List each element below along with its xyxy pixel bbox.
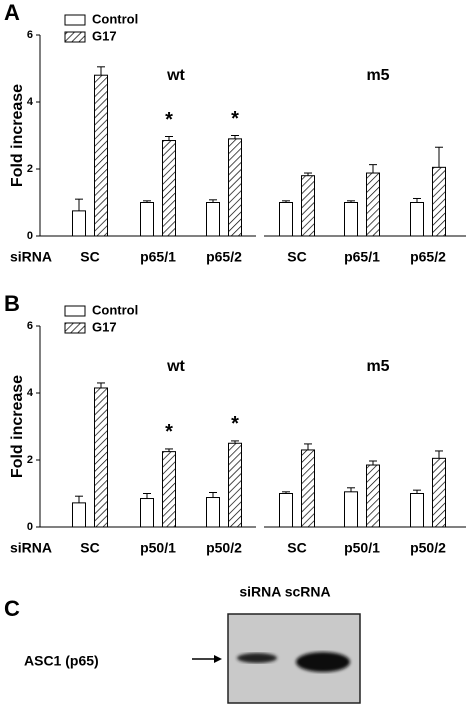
x-tick-label: p65/1 <box>344 249 380 265</box>
bar <box>366 172 380 237</box>
x-tick-label: p65/2 <box>206 249 242 265</box>
bar <box>72 502 86 528</box>
blot-label: ASC1 (p65) <box>24 653 99 669</box>
bar <box>301 175 315 237</box>
x-tick-label: p50/1 <box>140 540 176 556</box>
group-label: m5 <box>366 358 389 375</box>
y-axis-title: Fold increase <box>9 84 26 187</box>
y-tick-label: 0 <box>27 521 33 533</box>
panel-label: B <box>4 291 20 316</box>
bar <box>344 202 358 237</box>
bar <box>410 202 424 237</box>
significance-mark: * <box>165 421 173 443</box>
bar <box>228 138 242 237</box>
bar <box>344 491 358 528</box>
bar <box>432 166 446 237</box>
bar <box>94 387 108 528</box>
legend-label: Control <box>92 302 138 317</box>
x-tick-label: SC <box>80 249 99 265</box>
y-tick-label: 2 <box>27 163 33 175</box>
bar <box>301 449 315 528</box>
bar <box>432 457 446 528</box>
x-tick-label: p50/2 <box>410 540 446 556</box>
x-tick-label: p50/1 <box>344 540 380 556</box>
legend-label: G17 <box>92 319 117 334</box>
y-tick-label: 2 <box>27 454 33 466</box>
group-label: wt <box>166 358 185 375</box>
bar <box>366 464 380 528</box>
x-tick-label: p65/1 <box>140 249 176 265</box>
x-tick-label: p50/2 <box>206 540 242 556</box>
y-axis-title: Fold increase <box>9 375 26 478</box>
bar <box>140 202 154 237</box>
panel-label: A <box>4 0 20 25</box>
legend-swatch <box>64 322 86 334</box>
x-tick-label: p65/2 <box>410 249 446 265</box>
bar <box>140 498 154 528</box>
group-label: m5 <box>366 67 389 84</box>
bar <box>279 493 293 528</box>
bar <box>410 493 424 528</box>
significance-mark: * <box>165 109 173 131</box>
significance-mark: * <box>231 108 239 130</box>
bar <box>228 442 242 528</box>
legend-swatch <box>64 31 86 43</box>
y-tick-label: 6 <box>27 320 33 332</box>
blot-header: siRNA scRNA <box>239 584 330 600</box>
x-tick-label: SC <box>80 540 99 556</box>
y-tick-label: 6 <box>27 29 33 41</box>
bar <box>162 451 176 528</box>
blot-band <box>296 652 350 672</box>
x-row-label: siRNA <box>10 540 52 556</box>
arrow-head <box>214 655 222 663</box>
bar <box>279 202 293 237</box>
legend-swatch <box>64 14 86 26</box>
bar <box>206 497 220 528</box>
legend-label: G17 <box>92 28 117 43</box>
bar <box>162 140 176 237</box>
group-label: wt <box>166 67 185 84</box>
y-tick-label: 4 <box>27 387 34 399</box>
y-tick-label: 4 <box>27 96 34 108</box>
panel-label: C <box>4 596 20 621</box>
bar <box>206 202 220 237</box>
x-tick-label: SC <box>287 540 306 556</box>
x-row-label: siRNA <box>10 249 52 265</box>
bar <box>94 74 108 237</box>
legend-label: Control <box>92 11 138 26</box>
significance-mark: * <box>231 413 239 435</box>
legend-swatch <box>64 305 86 317</box>
blot-band <box>237 653 277 663</box>
y-tick-label: 0 <box>27 230 33 242</box>
bar <box>72 210 86 237</box>
x-tick-label: SC <box>287 249 306 265</box>
